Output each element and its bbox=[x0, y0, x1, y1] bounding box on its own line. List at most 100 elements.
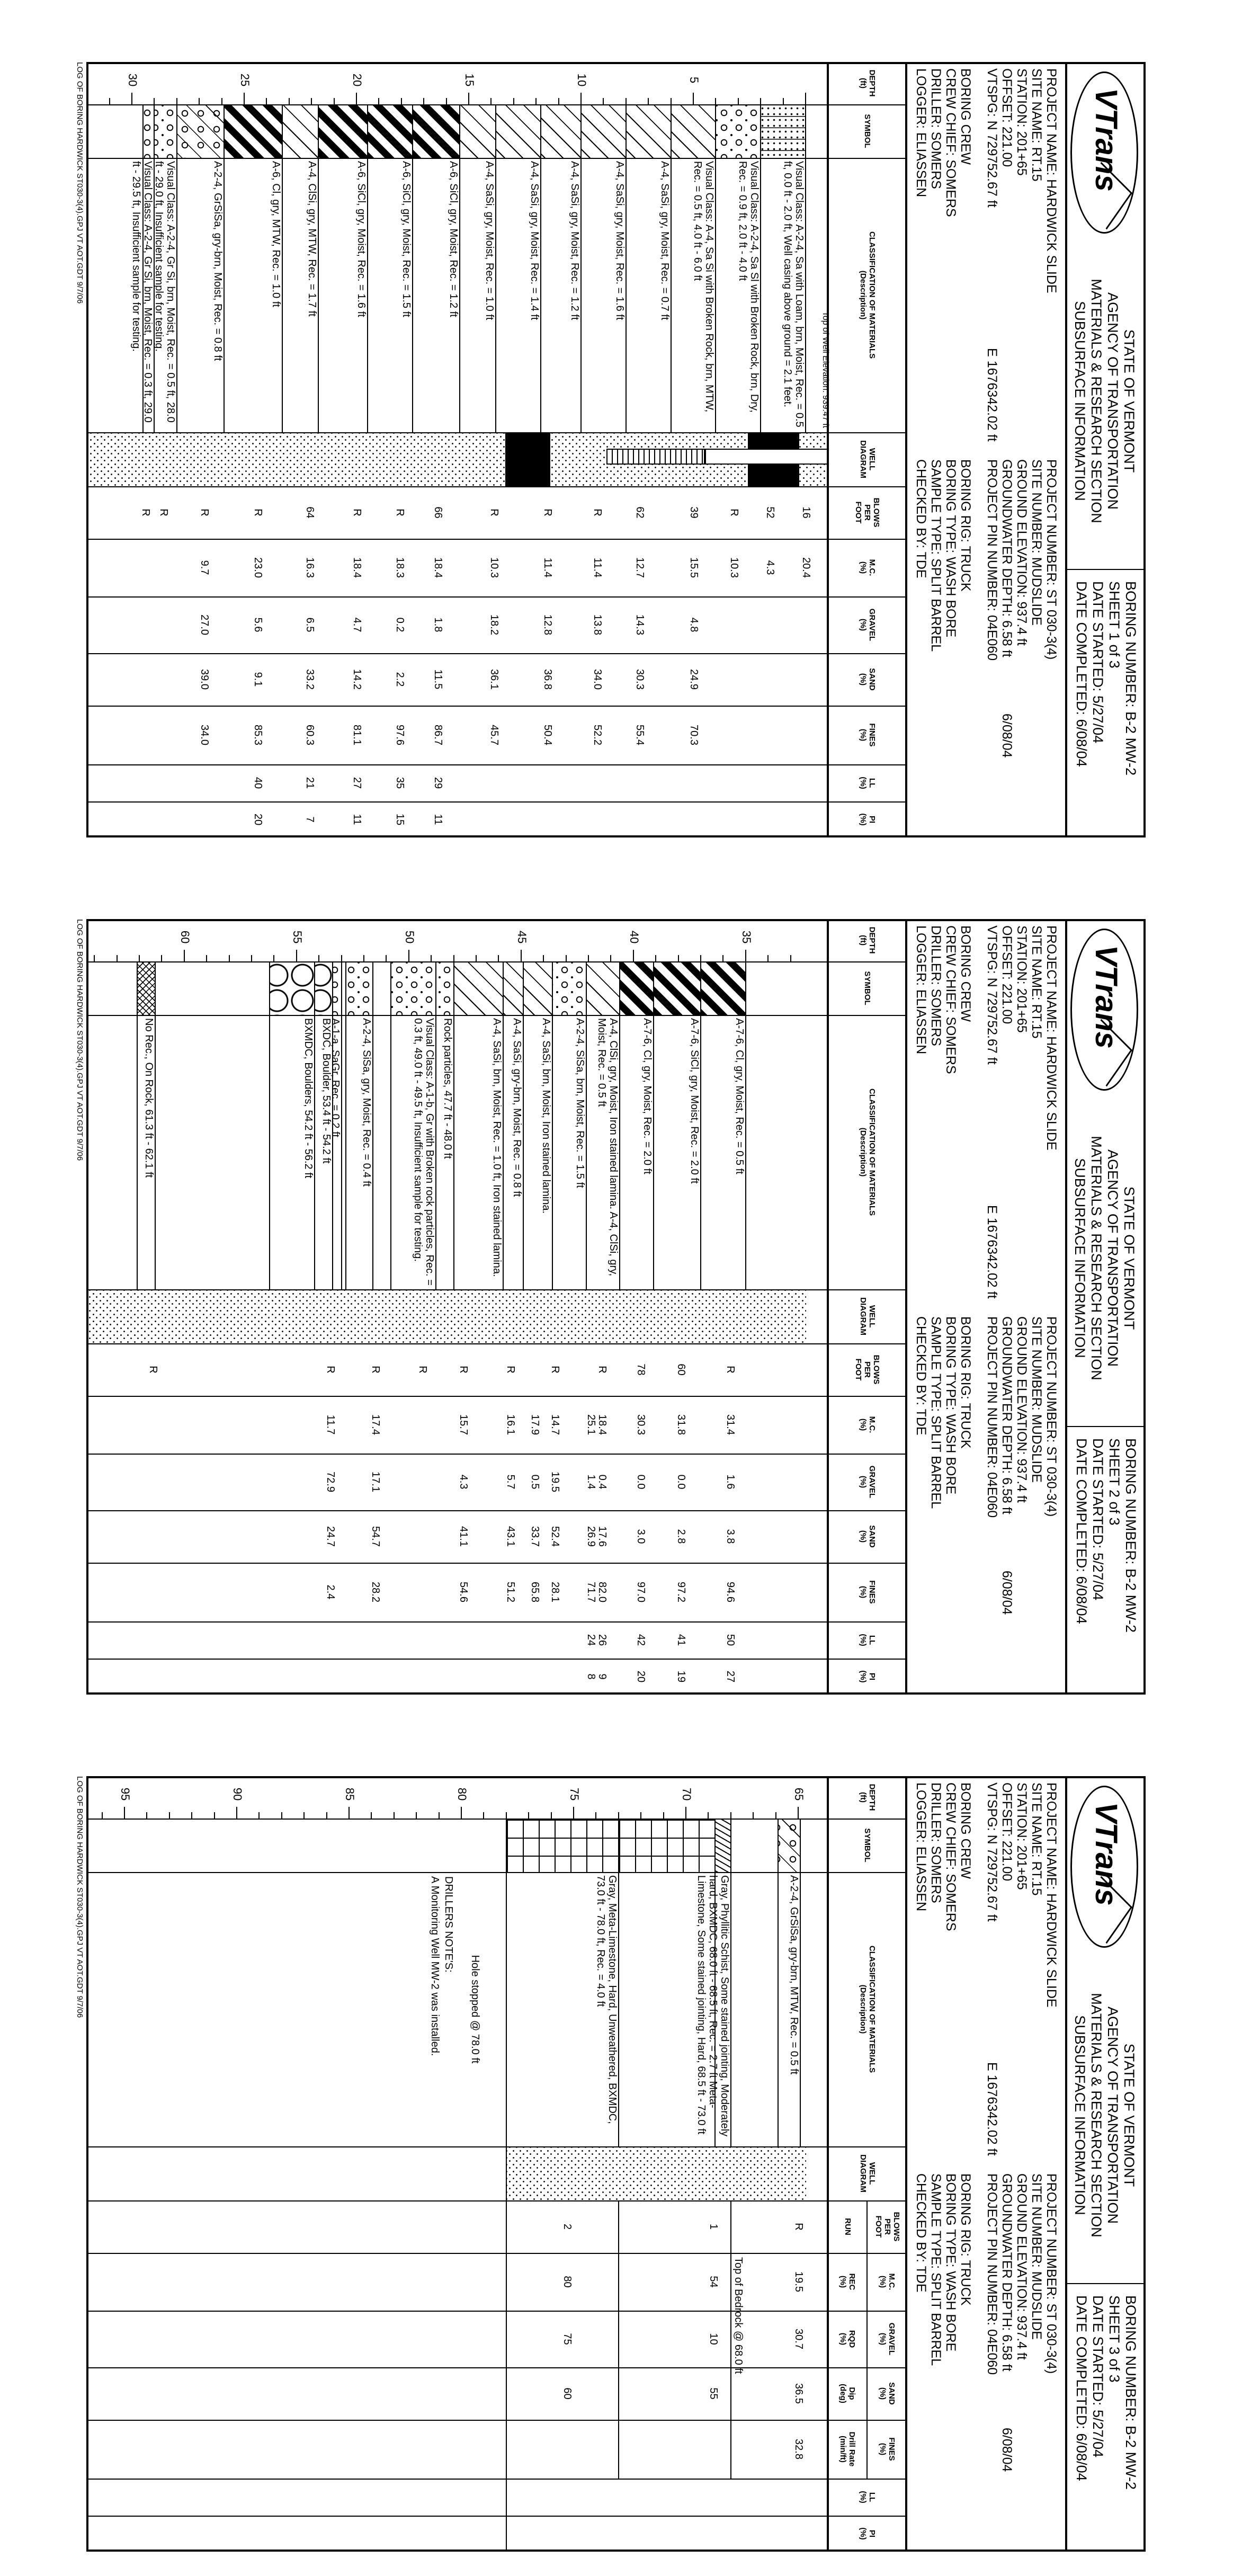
layer-boundary bbox=[136, 961, 138, 1289]
sample-value-fines: 81.1 bbox=[351, 725, 363, 745]
depth-tick bbox=[296, 950, 297, 961]
sample-value-sand: 36.8 bbox=[542, 669, 554, 690]
boring-info-line: DATE COMPLETED: 6/08/04 bbox=[1074, 1438, 1089, 1624]
column-header-label: M.C. bbox=[868, 1416, 877, 1433]
depth-tick bbox=[408, 950, 409, 961]
sample-value-fines: 85.3 bbox=[252, 725, 264, 745]
depth-tick bbox=[161, 955, 163, 961]
column-header-label: FINES bbox=[887, 2437, 897, 2461]
sample-value-pi: 20 bbox=[252, 813, 264, 826]
depth-tick bbox=[632, 950, 634, 961]
depth-tick bbox=[266, 98, 267, 104]
depth-label: 90 bbox=[231, 1787, 245, 1801]
depth-tick bbox=[378, 98, 380, 104]
project-info-left: DRILLER: SOMERS bbox=[928, 1782, 943, 1903]
report-title-line: SUBSURFACE INFORMATION bbox=[1072, 2015, 1088, 2215]
column-header-label: (ft) bbox=[859, 1792, 868, 1803]
column-header-label: (%) bbox=[859, 561, 868, 574]
classification-description: A-6, Cl, gry, MTW, Rec. = 1.0 ft bbox=[270, 161, 282, 307]
depth-tick bbox=[745, 950, 746, 961]
column-divider bbox=[86, 1510, 907, 1511]
sample-value-blows: 64 bbox=[303, 506, 316, 519]
depth-tick bbox=[730, 1812, 731, 1819]
classification-description: A-4, SaSi, brn, Moist, Rec. = 1.0 ft, Ir… bbox=[490, 1018, 503, 1277]
well-bentonite-seal bbox=[505, 433, 550, 486]
column-header-pi: PI (%) bbox=[828, 2516, 907, 2552]
classification-description: A-4, SaSi, gry, Moist, Rec. = 1.4 ft bbox=[528, 161, 540, 320]
sample-value-blows: R bbox=[158, 509, 170, 516]
column-divider bbox=[86, 2516, 907, 2517]
column-header-label: LL bbox=[868, 1635, 877, 1645]
project-info-right: CHECKED BY: TDE bbox=[914, 2173, 928, 2293]
classification-description: A-2-4, SiSa, gry, Moist, Rec. = 0.4 ft bbox=[360, 1018, 372, 1187]
depth-tick bbox=[708, 1812, 709, 1819]
sample-value-fines: 86.7 bbox=[432, 725, 444, 745]
sample-value-mc: 25.1 bbox=[585, 1414, 597, 1435]
project-info-right: SAMPLE TYPE: SPLIT BARREL bbox=[928, 2173, 943, 2366]
project-info-left: STATION: 201+65 bbox=[1014, 1782, 1029, 1890]
column-divider bbox=[86, 2253, 907, 2254]
sample-value-gravel: 13.8 bbox=[591, 614, 603, 635]
depth-label: 15 bbox=[463, 73, 476, 87]
depth-tick bbox=[124, 1807, 126, 1819]
project-info-left: VTSPG: N 729752.67 ft bbox=[985, 925, 999, 1065]
boring-info-line: DATE STARTED: 5/27/04 bbox=[1090, 581, 1106, 744]
depth-tick bbox=[356, 93, 357, 104]
sample-value-mc: 15.7 bbox=[457, 1414, 469, 1435]
column-header-label: BLOWS bbox=[892, 2212, 901, 2242]
sample-value-sand: 33.7 bbox=[529, 1526, 541, 1547]
sample-value-gravel: 1.6 bbox=[725, 1474, 737, 1490]
sample-value-pi: 19 bbox=[675, 1670, 687, 1683]
project-info-right: SAMPLE TYPE: SPLIT BARREL bbox=[928, 459, 943, 652]
column-header-sand: SAND (%) bbox=[828, 1510, 907, 1563]
sample-value-fines: 94.6 bbox=[725, 1582, 737, 1602]
classification-description: Visual Class: A-2-4, Sa Sl with Broken R… bbox=[737, 161, 761, 413]
sample-value-sand: 55 bbox=[707, 2387, 719, 2400]
project-info-right: SITE NUMBER: MUDSLIDE bbox=[1029, 1316, 1044, 1483]
depth-tick bbox=[416, 1812, 417, 1819]
report-title-line: STATE OF VERMONT bbox=[1121, 329, 1137, 473]
sample-value-mc: 10.3 bbox=[488, 557, 500, 578]
report-title-line: STATE OF VERMONT bbox=[1121, 1186, 1137, 1330]
sample-value-fines: 28.2 bbox=[370, 1582, 382, 1602]
depth-tick bbox=[640, 1812, 642, 1819]
project-info-right: GROUNDWATER DEPTH: 6.58 ft bbox=[999, 1316, 1014, 1514]
boring-info-line: BORING NUMBER: B-2 MW-2 bbox=[1123, 1438, 1139, 1633]
project-info-right: GROUND ELEVATION: 937.4 ft bbox=[1014, 459, 1029, 646]
sample-value-fines: 51.2 bbox=[504, 1582, 516, 1602]
rock-column-header-label: (deg) bbox=[838, 2384, 848, 2403]
project-info-left: PROJECT NAME: HARDWICK SLIDE bbox=[1044, 1782, 1059, 2008]
column-header-label: SYMBOL bbox=[863, 1828, 872, 1862]
column-divider bbox=[86, 1396, 907, 1397]
sample-value-fines: 71.7 bbox=[585, 1582, 597, 1602]
depth-label: 5 bbox=[687, 76, 701, 84]
depth-tick bbox=[782, 98, 784, 104]
depth-tick bbox=[326, 1812, 327, 1819]
sample-value-gravel: 4.8 bbox=[688, 617, 700, 632]
sample-value-blows: 39 bbox=[688, 506, 700, 519]
column-header-cls: CLASSIFICATION OF MATERIALS (Description) bbox=[828, 1872, 907, 2146]
vtrans-logo: VTrans bbox=[1070, 72, 1138, 234]
depth-tick bbox=[700, 955, 701, 961]
sample-value-pi: 20 bbox=[635, 1670, 647, 1683]
project-info-right: GROUND ELEVATION: 937.4 ft bbox=[1014, 2173, 1029, 2360]
sample-value-blows: R bbox=[198, 509, 210, 516]
sample-value-sand: 14.2 bbox=[351, 669, 363, 690]
sample-value-mc: 16.1 bbox=[504, 1414, 516, 1435]
rock-column-header-sand: Dip (deg) bbox=[828, 2367, 868, 2420]
depth-tick bbox=[228, 955, 230, 961]
depth-tick bbox=[663, 1812, 664, 1819]
column-divider bbox=[86, 1872, 907, 1873]
depth-tick bbox=[94, 955, 95, 961]
sample-value-mc: 19.5 bbox=[793, 2271, 805, 2292]
depth-tick bbox=[109, 98, 110, 104]
sample-value-sand: 26.9 bbox=[585, 1526, 597, 1547]
depth-tick bbox=[573, 1807, 575, 1819]
depth-tick bbox=[760, 98, 762, 104]
column-header-ll: LL (%) bbox=[828, 1621, 907, 1659]
sample-value-gravel: 75 bbox=[561, 2333, 574, 2345]
report-title-line: AGENCY OF TRANSPORTATION bbox=[1105, 292, 1121, 510]
column-header-label: PER bbox=[863, 504, 872, 521]
sample-value-sand: 2.8 bbox=[675, 1529, 687, 1544]
column-header-label: GRAVEL bbox=[887, 2322, 897, 2356]
